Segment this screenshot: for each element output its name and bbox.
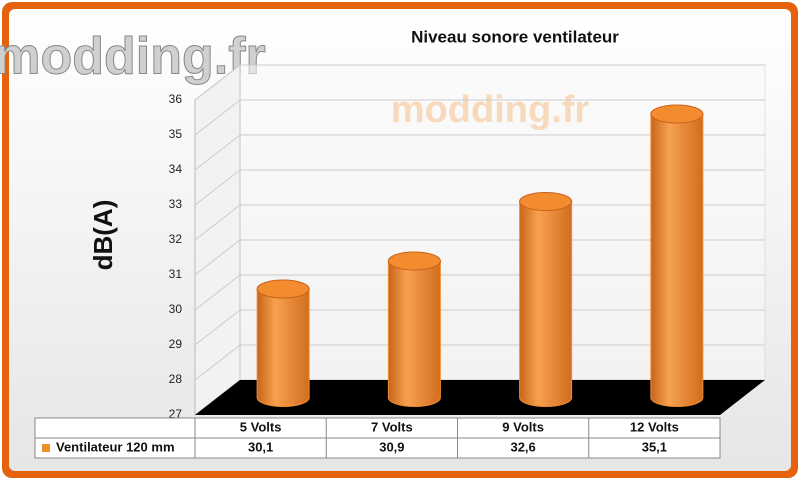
value-label: 30,1 (248, 439, 273, 454)
bar (650, 113, 704, 407)
x-tick-label: 9 Volts (502, 419, 544, 434)
chart-title: Niveau sonore ventilateur (411, 27, 619, 46)
value-label: 32,6 (510, 439, 535, 454)
bar-top (387, 251, 441, 271)
legend-label: Ventilateur 120 mm (56, 439, 175, 454)
bar (519, 201, 573, 407)
watermark: modding.fr (0, 28, 266, 86)
legend-swatch (42, 444, 50, 452)
value-label: 30,9 (379, 439, 404, 454)
bar-top (256, 279, 310, 299)
y-tick-label: 34 (169, 162, 183, 176)
y-tick-label: 36 (169, 92, 183, 106)
y-tick-label: 28 (169, 372, 183, 386)
x-tick-label: 5 Volts (240, 419, 282, 434)
data-table: Ventilateur 120 mm 5 Volts 30,1 7 Volts 30,9… (34, 417, 721, 459)
grid-line (194, 274, 241, 311)
x-tick-label: 7 Volts (371, 419, 413, 434)
bars (256, 104, 704, 407)
grid-line (194, 64, 241, 101)
y-tick-label: 32 (169, 232, 183, 246)
floor (195, 380, 765, 415)
y-tick-label: 30 (169, 302, 183, 316)
grid-line (194, 344, 241, 381)
value-label: 35,1 (642, 439, 667, 454)
grid-line (194, 204, 241, 241)
grid-line (194, 134, 241, 171)
y-axis-label: dB(A) (88, 200, 118, 271)
grid-line (194, 169, 241, 206)
bar-top (519, 192, 573, 211)
bar (256, 288, 310, 407)
bar-top (650, 104, 704, 124)
y-tick-label: 35 (169, 127, 183, 141)
grid-line (194, 309, 241, 346)
y-tick-label: 33 (169, 197, 183, 211)
y-tick-label: 29 (169, 337, 183, 351)
x-tick-label: 12 Volts (630, 419, 679, 434)
grid-line (194, 99, 241, 136)
bar (387, 260, 441, 407)
grid-line (194, 239, 241, 276)
y-tick-label: 31 (169, 267, 183, 281)
